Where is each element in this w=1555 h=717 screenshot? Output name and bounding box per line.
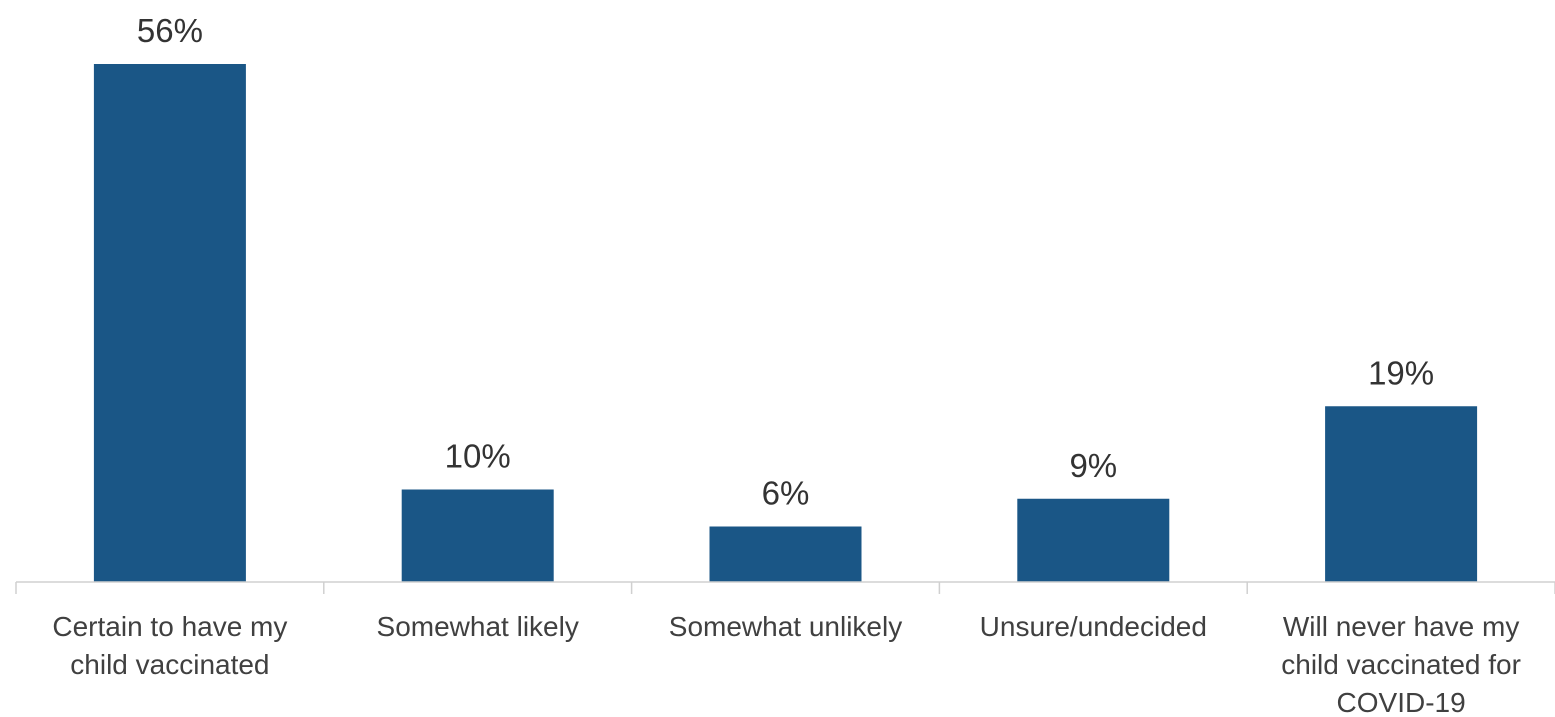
value-labels-group: 56% 10% 6% 9% 19%	[137, 12, 1434, 512]
bar	[93, 64, 246, 582]
category-label: Will never have my child vaccinated for CO…	[1281, 611, 1521, 717]
category-label-line: Certain to have my	[52, 611, 287, 642]
x-axis	[15, 581, 1555, 594]
bar	[401, 489, 554, 582]
bar	[709, 526, 862, 582]
data-label: 9%	[1069, 447, 1117, 484]
category-label-line: COVID-19	[1337, 687, 1466, 717]
data-label: 6%	[762, 475, 810, 512]
data-label: 19%	[1368, 354, 1434, 391]
bars-group	[93, 64, 1478, 582]
category-label: Unsure/undecided	[980, 611, 1207, 642]
data-label: 56%	[137, 12, 203, 49]
bar	[1017, 498, 1170, 582]
data-label: 10%	[445, 438, 511, 475]
category-label: Somewhat unlikely	[669, 611, 902, 642]
category-label-line: Unsure/undecided	[980, 611, 1207, 642]
category-label-line: child vaccinated	[70, 649, 269, 680]
category-labels-group: Certain to have my child vaccinated Somewh…	[52, 611, 1521, 717]
category-label: Certain to have my child vaccinated	[52, 611, 287, 680]
category-label-line: Will never have my	[1283, 611, 1520, 642]
bar	[1325, 406, 1478, 582]
category-label: Somewhat likely	[377, 611, 579, 642]
category-label-line: Somewhat likely	[377, 611, 579, 642]
category-label-line: Somewhat unlikely	[669, 611, 902, 642]
category-label-line: child vaccinated for	[1281, 649, 1521, 680]
